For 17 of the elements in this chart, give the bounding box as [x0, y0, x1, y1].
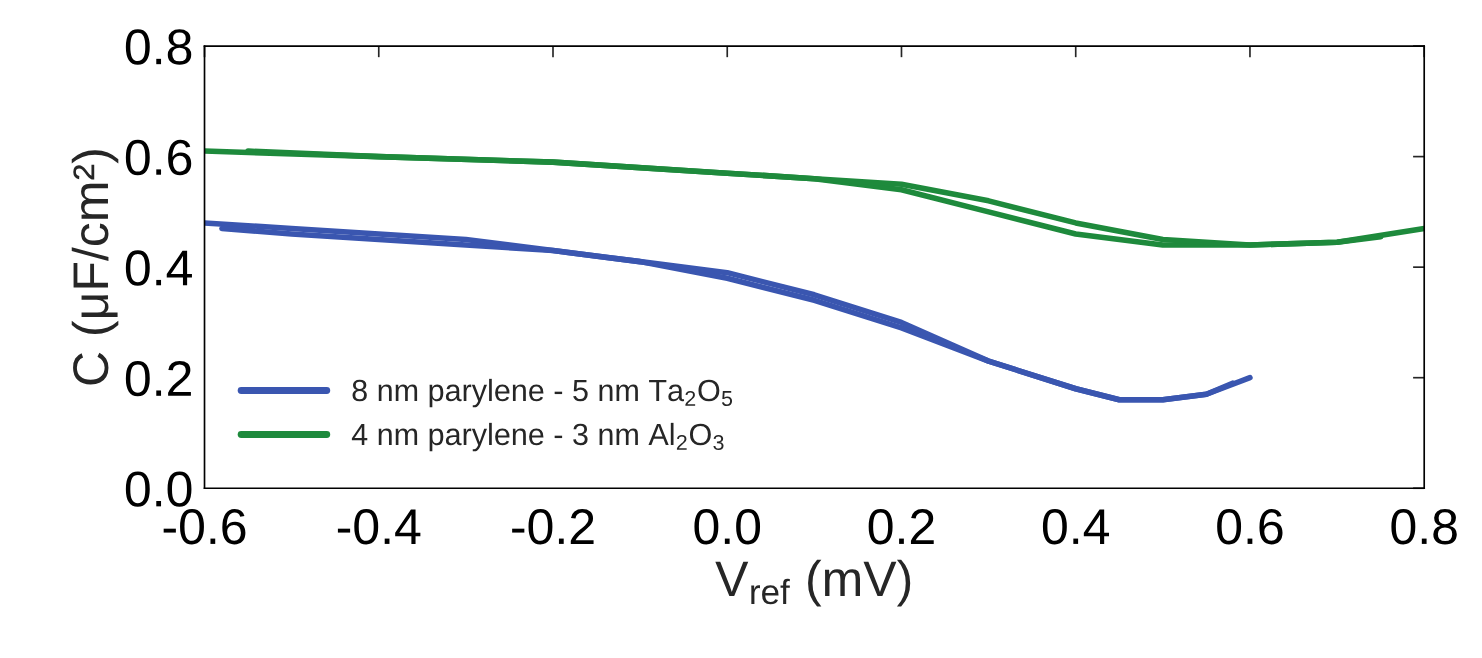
y-tick-label: 0.4	[125, 250, 192, 286]
x-tick-label: 0.2	[868, 509, 934, 545]
x-tick-label: 0.0	[694, 509, 761, 545]
x-tick-label: 0.6	[1217, 509, 1283, 545]
x-tick-label: -0.6	[163, 509, 246, 545]
y-axis-title: C (μF/cm²)	[71, 150, 119, 385]
x-tick-label: -0.2	[512, 509, 594, 545]
x-tick-label: -0.4	[337, 509, 421, 545]
x-tick-label: 0.4	[1042, 509, 1110, 545]
legend-label: 4 nm parylene - 3 nm Al$_{2}$O$_{3}$	[351, 422, 724, 452]
legend-label: 8 nm parylene - 5 nm Ta$_{2}$O$_{5}$	[352, 378, 733, 408]
x-tick-label: 0.8	[1391, 509, 1457, 545]
y-tick-label: 0.0	[125, 471, 192, 507]
y-tick-label: 0.2	[125, 360, 191, 397]
x-axis-title: V$_{ref}$ (mV)	[715, 559, 911, 607]
y-tick-label: 0.8	[125, 29, 192, 65]
y-tick-label: 0.6	[125, 139, 192, 176]
